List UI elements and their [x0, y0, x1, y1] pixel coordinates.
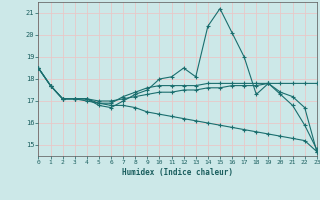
X-axis label: Humidex (Indice chaleur): Humidex (Indice chaleur)	[122, 168, 233, 177]
